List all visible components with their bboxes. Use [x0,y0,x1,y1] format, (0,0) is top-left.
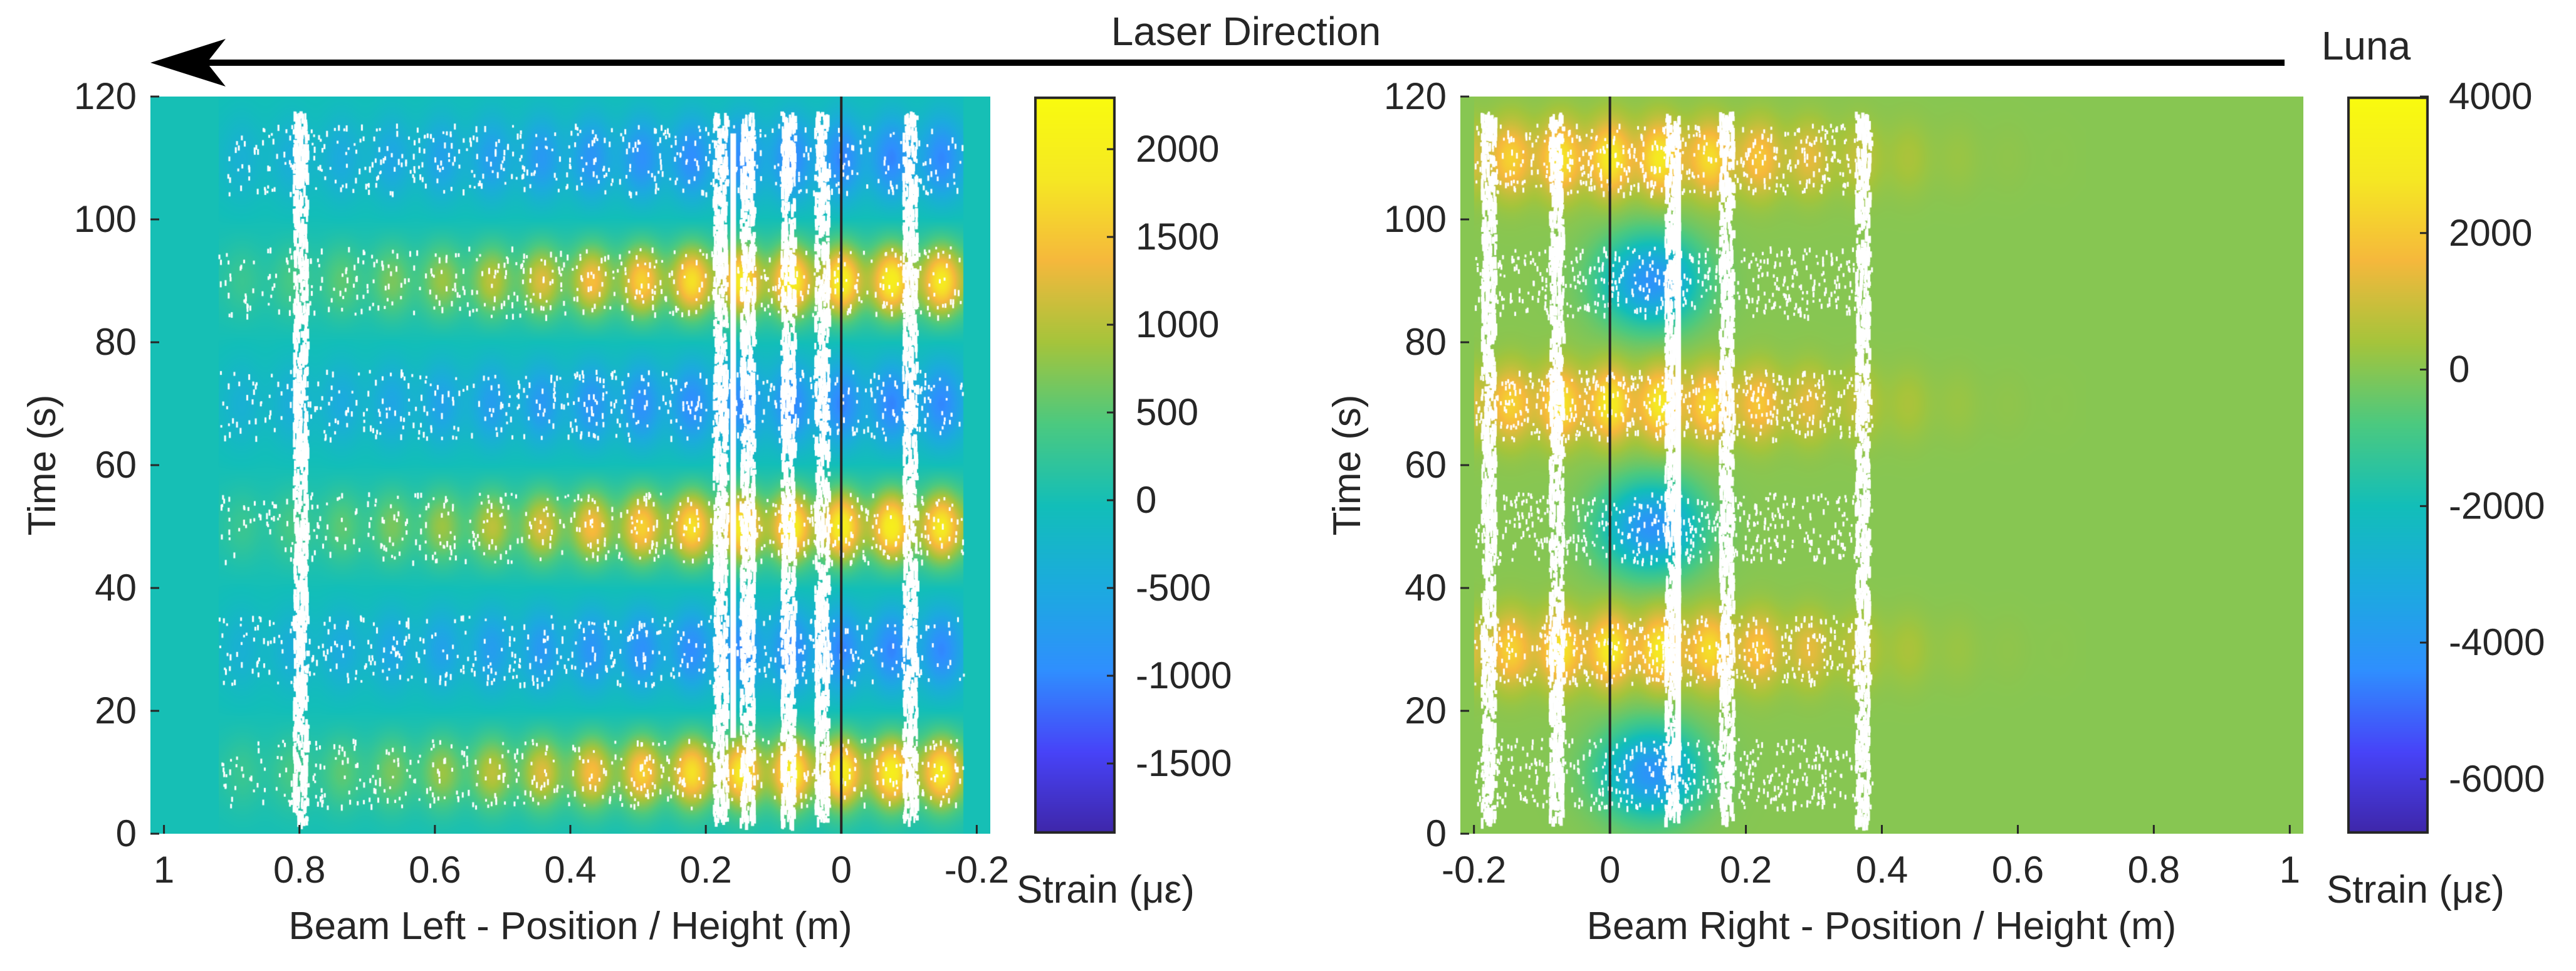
right-x-tick-label: -0.2 [1442,849,1506,891]
right-y-tick-label: 80 [1405,321,1447,363]
right-x-tick-label: 0 [1600,849,1620,891]
left-colorbar-tick-label: 500 [1136,391,1198,433]
left-y-tick-label: 0 [116,812,137,854]
left-x-tick-label: 0.8 [273,849,325,891]
laser-direction-label: Laser Direction [1111,9,1381,54]
left-y-tick-label: 20 [95,690,137,732]
right-x-axis: -0.2 0 0.2 0.4 0.6 0.8 1 [1442,825,2300,891]
right-heatmap-image [1460,97,2303,834]
left-x-tick-label: -0.2 [945,849,1009,891]
left-y-tick-label: 60 [95,444,137,486]
right-colorbar-tick-label: 2000 [2449,212,2532,254]
right-y-axis-label: Time (s) [1326,395,1369,536]
right-colorbar-tick-label: -2000 [2449,485,2545,527]
left-x-tick-label: 0 [831,849,852,891]
laser-arrowhead-icon [150,39,226,87]
left-y-tick-label: 40 [95,567,137,609]
left-y-tick-label: 120 [74,75,137,117]
luna-label: Luna [2322,23,2411,68]
left-colorbar-tick-label: 1500 [1136,216,1219,258]
left-y-axis-label: Time (s) [21,395,64,536]
right-y-tick-label: 60 [1405,444,1447,486]
right-colorbar-label: Strain (με) [2327,868,2505,911]
left-colorbar-tick-label: 2000 [1136,128,1219,170]
right-x-tick-label: 0.4 [1856,849,1908,891]
left-x-axis: 1 0.8 0.6 0.4 0.2 0 -0.2 [154,825,1009,891]
left-x-tick-label: 0.6 [409,849,461,891]
right-x-axis-label: Beam Right - Position / Height (m) [1587,905,2177,948]
right-y-tick-label: 40 [1405,567,1447,609]
right-colorbar-tick-label: 4000 [2449,75,2532,117]
left-y-axis: 0 20 40 60 80 100 120 [74,75,159,854]
left-colorbar-tick-label: 1000 [1136,303,1219,345]
left-heatmap-image [150,97,990,834]
right-y-tick-label: 0 [1426,812,1447,854]
left-chart: 1 0.8 0.6 0.4 0.2 0 -0.2 0 20 40 60 80 100 120 Beam … [21,75,1232,948]
laser-direction-annotation: Laser Direction Luna [150,9,2411,87]
left-colorbar-tick-label: 0 [1136,479,1156,521]
left-colorbar-ticks: -1500 -1000 -500 0 500 1000 1500 2000 [1107,128,1232,784]
right-colorbar-tick-label: -6000 [2449,758,2545,800]
right-x-tick-label: 0.6 [1992,849,2044,891]
right-x-tick-label: 1 [2280,849,2300,891]
right-y-tick-label: 120 [1384,75,1447,117]
right-colorbar [2347,97,2429,834]
left-colorbar-tick-label: -500 [1136,567,1211,609]
right-y-tick-label: 100 [1384,198,1447,240]
right-x-tick-label: 0.2 [1720,849,1772,891]
left-colorbar [1034,97,1116,834]
left-x-tick-label: 0.4 [544,849,596,891]
left-x-axis-label: Beam Left - Position / Height (m) [288,905,852,948]
right-colorbar-tick-label: 0 [2449,349,2469,391]
right-colorbar-ticks: -6000 -4000 -2000 0 2000 4000 [2420,75,2545,800]
right-y-tick-label: 20 [1405,690,1447,732]
left-x-tick-label: 1 [154,849,174,891]
right-colorbar-tick-label: -4000 [2449,621,2545,663]
left-colorbar-label: Strain (με) [1017,868,1195,911]
left-colorbar-tick-label: -1500 [1136,742,1232,784]
left-x-tick-label: 0.2 [679,849,731,891]
right-y-axis: 0 20 40 60 80 100 120 [1384,75,1469,854]
right-x-tick-label: 0.8 [2128,849,2180,891]
left-colorbar-tick-label: -1000 [1136,654,1232,696]
left-y-tick-label: 80 [95,321,137,363]
left-y-tick-label: 100 [74,198,137,240]
